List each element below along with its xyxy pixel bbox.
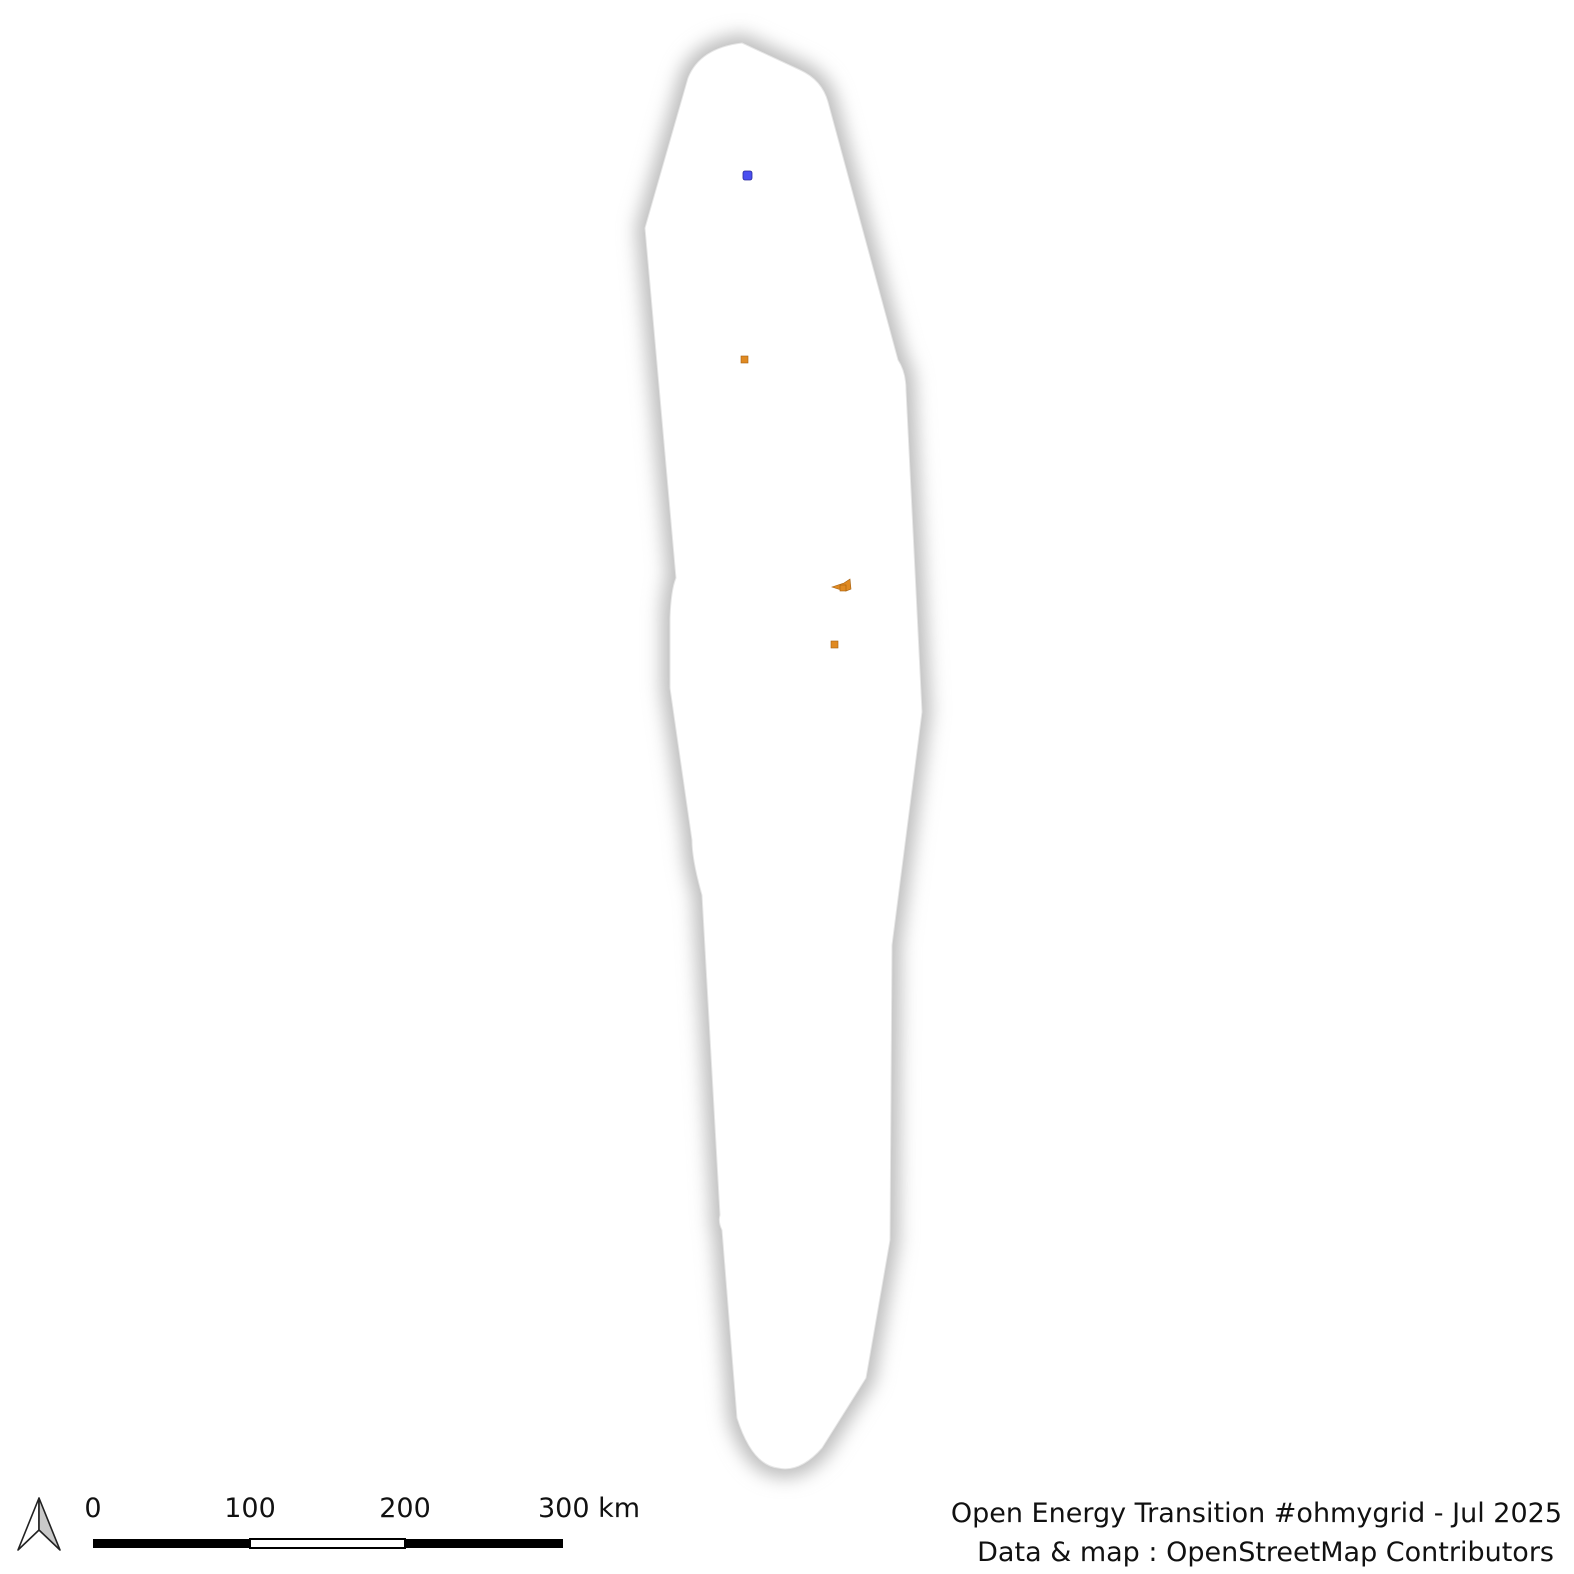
scale-label-300: 300 km	[538, 1493, 640, 1524]
substation-marker[interactable]	[742, 170, 753, 181]
north-arrow-icon	[17, 1497, 61, 1551]
scale-label-200: 200	[379, 1493, 431, 1524]
scale-bar: 0 100 200 300 km	[84, 1493, 640, 1549]
scale-segment-2	[249, 1538, 406, 1549]
credit-line-2: Data & map : OpenStreetMap Contributors	[977, 1537, 1554, 1568]
power-plant-marker[interactable]	[740, 355, 749, 364]
scale-segment-1	[93, 1539, 250, 1548]
scale-label-0: 0	[84, 1493, 101, 1524]
credit-line-1: Open Energy Transition #ohmygrid - Jul 2…	[950, 1498, 1562, 1529]
power-plant-marker[interactable]	[830, 640, 839, 649]
scale-label-100: 100	[224, 1493, 276, 1524]
scale-segment-3	[405, 1539, 563, 1548]
region-outline[interactable]	[644, 42, 923, 1470]
power-plant-cluster-marker[interactable]	[831, 578, 852, 592]
